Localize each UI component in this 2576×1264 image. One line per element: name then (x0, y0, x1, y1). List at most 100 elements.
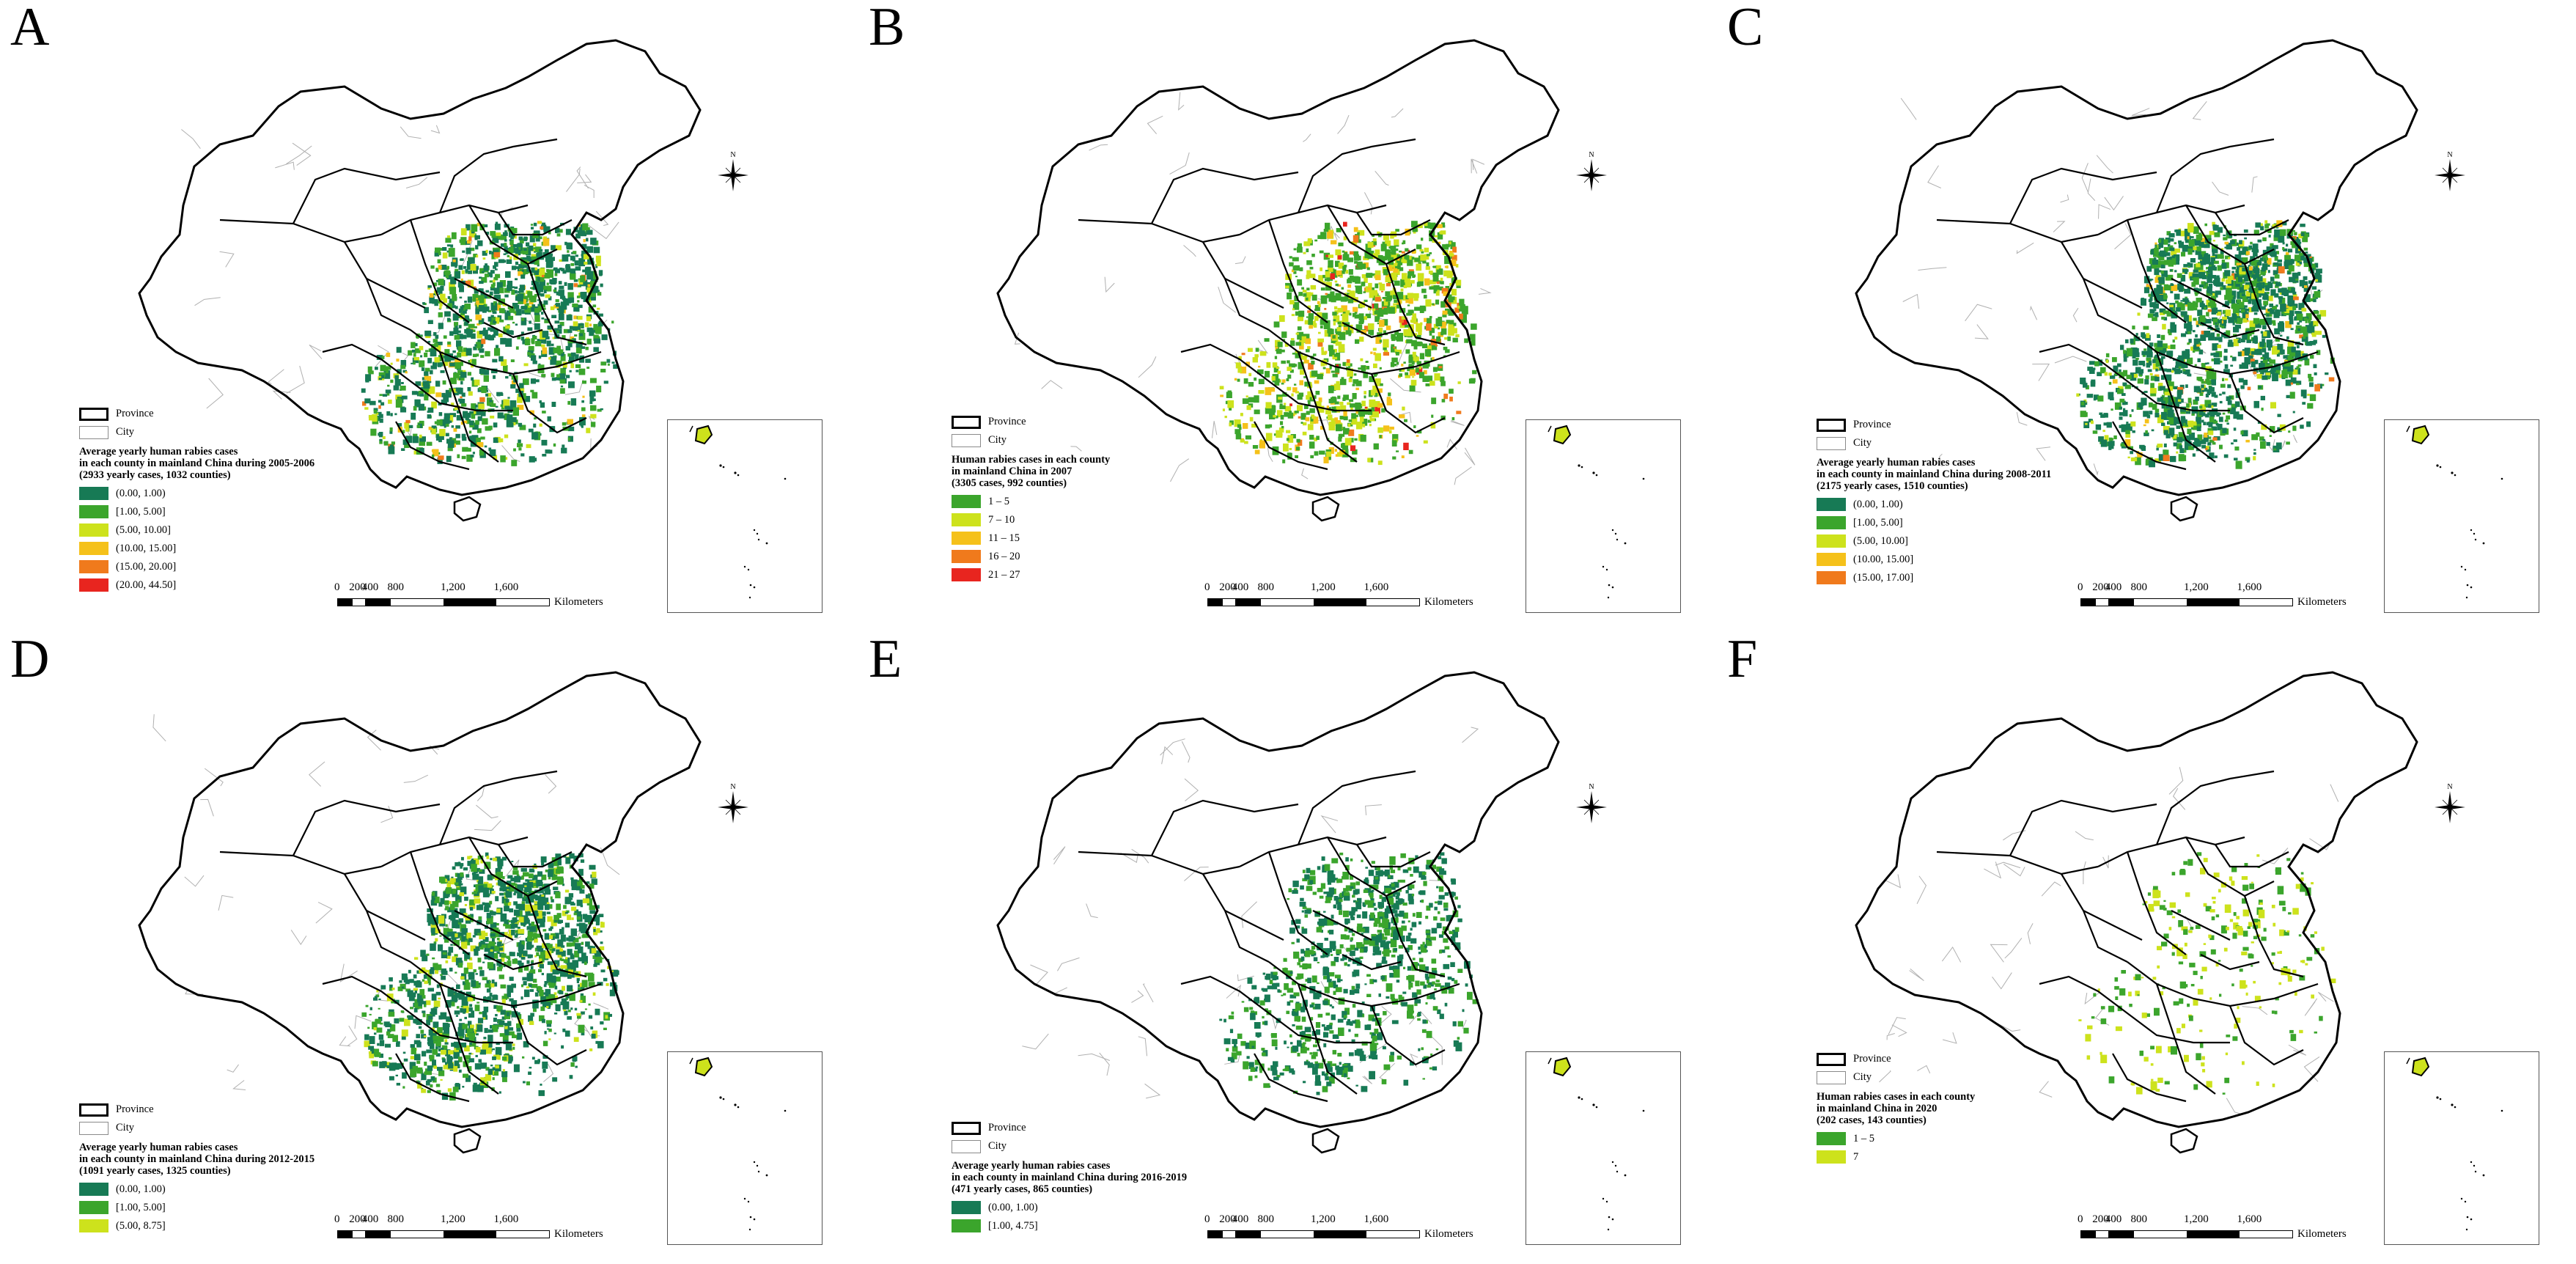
county-fill (572, 304, 578, 308)
county-fill (1358, 320, 1364, 324)
county-fill (482, 329, 488, 337)
county-fill (416, 1034, 421, 1039)
county-fill (1235, 433, 1242, 440)
county-fill (1396, 254, 1400, 257)
county-fill (1335, 260, 1340, 268)
county-fill (1390, 232, 1394, 239)
county-fill (1449, 253, 1454, 257)
county-fill (447, 440, 455, 448)
county-fill (1276, 367, 1280, 370)
county-fill (556, 303, 561, 307)
county-fill (476, 222, 480, 227)
county-fill (457, 410, 460, 414)
county-fill (2305, 320, 2308, 323)
county-fill (558, 290, 564, 296)
county-fill (1404, 276, 1410, 283)
county-fill (600, 930, 603, 933)
county-fill (498, 974, 504, 980)
scale-tick-label: 200 (2092, 581, 2109, 593)
county-fill (2314, 384, 2320, 392)
county-fill (1385, 276, 1391, 282)
county-fill (434, 357, 440, 363)
county-fill (1282, 392, 1287, 397)
county-fill (1353, 235, 1359, 243)
city-boundary (2054, 356, 2087, 364)
county-fill (2273, 448, 2277, 451)
county-fill (401, 1035, 406, 1040)
county-fill (1326, 293, 1331, 298)
county-fill (459, 296, 463, 299)
county-fill (1304, 405, 1309, 409)
county-fill (1339, 332, 1346, 340)
county-fill (2204, 254, 2210, 262)
county-fill (578, 989, 581, 992)
county-fill (2311, 286, 2317, 290)
county-fill (2295, 254, 2301, 262)
county-fill (1347, 423, 1351, 427)
county-fill (1456, 284, 1461, 288)
county-fill (2156, 284, 2162, 291)
county-fill (1416, 323, 1422, 332)
county-fill (542, 238, 550, 246)
county-fill (464, 328, 468, 334)
county-fill (2186, 315, 2192, 322)
county-fill (2127, 456, 2130, 459)
county-fill (590, 271, 597, 279)
county-fill (2089, 361, 2095, 365)
county-fill (1294, 411, 1299, 414)
county-fill (471, 333, 476, 339)
county-fill (1437, 290, 1440, 292)
county-fill (2099, 412, 2103, 415)
county-fill (1388, 246, 1392, 249)
county-fill (1281, 331, 1287, 338)
county-fill (449, 282, 455, 291)
county-fill (590, 405, 597, 411)
county-fill (378, 433, 381, 436)
county-fill (456, 415, 462, 421)
county-fill (1345, 310, 1350, 315)
county-fill (2233, 439, 2237, 442)
county-fill (455, 1032, 461, 1037)
county-fill (1308, 401, 1311, 405)
legend-title: Average yearly human rabies cases in each… (1817, 457, 2051, 493)
county-fill (1375, 378, 1381, 386)
county-fill (2114, 402, 2121, 410)
county-fill (573, 912, 578, 916)
city-boundary (505, 859, 520, 877)
county-fill (413, 353, 416, 357)
county-fill (531, 227, 534, 229)
county-fill (2108, 381, 2112, 385)
county-fill (1422, 375, 1428, 382)
county-fill (2280, 304, 2286, 312)
county-fill (1440, 281, 1444, 284)
county-fill (1432, 356, 1435, 360)
county-fill (447, 341, 452, 345)
county-fill (524, 338, 531, 345)
county-fill (556, 374, 560, 378)
county-fill (445, 433, 449, 437)
county-fill (1300, 370, 1305, 375)
county-fill (1293, 271, 1297, 274)
county-fill (2193, 399, 2198, 405)
county-fill (2130, 372, 2137, 381)
county-fill (2215, 290, 2221, 295)
county-fill (1470, 378, 1476, 383)
county-fill (583, 239, 586, 243)
map-panel-c: C N 0 200 400 80 (1717, 0, 2575, 632)
county-fill (1255, 348, 1259, 352)
county-fill (1369, 418, 1375, 422)
county-fill (2179, 303, 2185, 311)
county-fill (491, 945, 497, 952)
county-fill (519, 249, 526, 254)
county-fill (540, 1084, 542, 1086)
county-fill (414, 399, 421, 408)
county-fill (487, 310, 492, 312)
county-fill (2289, 392, 2295, 399)
county-fill (531, 984, 538, 988)
county-fill (1352, 449, 1358, 455)
county-fill (581, 400, 584, 403)
county-fill (2146, 414, 2151, 419)
county-fill (1258, 365, 1261, 368)
county-fill (2242, 334, 2248, 339)
county-fill (2210, 295, 2217, 301)
